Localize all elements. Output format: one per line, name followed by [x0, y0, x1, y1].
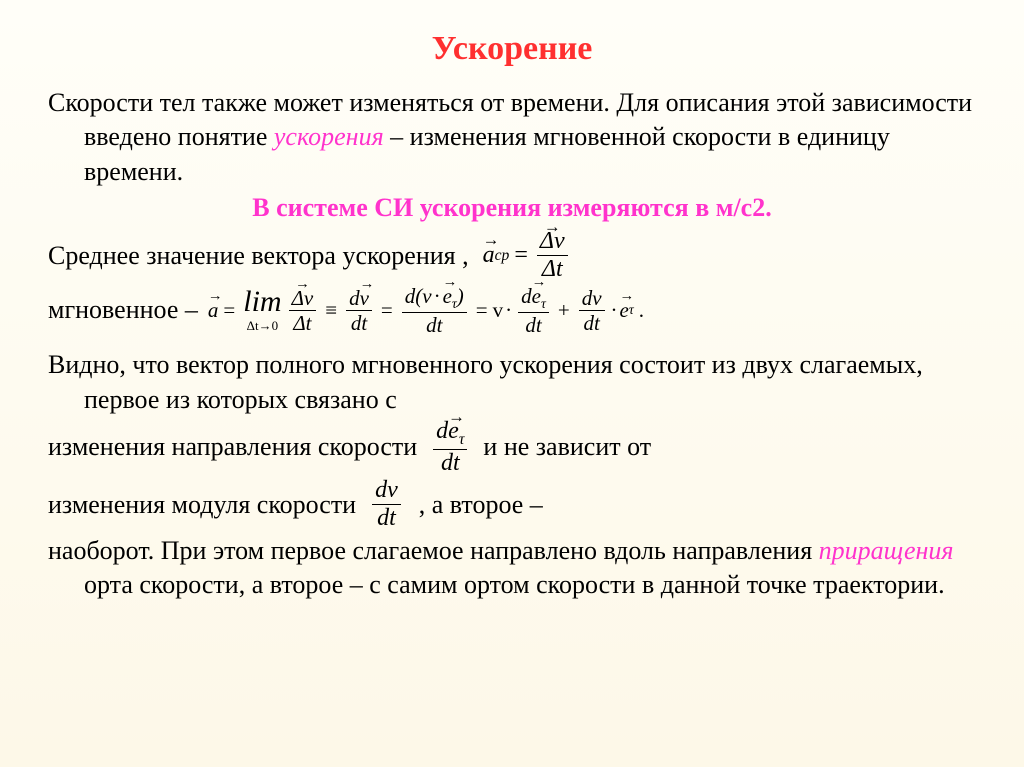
text: наоборот. При этом первое слагаемое напр…: [48, 536, 819, 565]
sym: lim: [243, 287, 281, 317]
direction-change-line: изменения направления скорости deτ dt и …: [48, 419, 976, 476]
instant-acceleration-formula: a = lim Δt→0 Δv Δt ≡ dv dt =: [208, 285, 649, 337]
paragraph-intro: Скорости тел также может изменяться от в…: [48, 86, 976, 189]
sym: a: [483, 240, 495, 272]
avg-acceleration-formula: aср = Δv Δt: [483, 229, 572, 282]
sym: dt: [348, 312, 370, 334]
text: изменения модуля скорости: [48, 488, 356, 522]
sym: Δt→0: [247, 317, 278, 334]
text: и не зависит от: [483, 430, 651, 464]
accent-term: приращения: [819, 536, 954, 565]
slide-body: Скорости тел также может изменяться от в…: [48, 86, 976, 602]
de-dt-formula: deτ dt: [429, 419, 471, 476]
accent-term: ускорения: [274, 122, 384, 151]
text: орта скорости, а второе – с самим ортом …: [84, 570, 945, 599]
text: Среднее значение вектора ускорения ,: [48, 239, 469, 273]
modulus-change-line: изменения модуля скорости dv dt , а втор…: [48, 478, 976, 531]
sym: +: [558, 297, 570, 325]
si-unit-line: В системе СИ ускорения измеряются в м/с2…: [48, 191, 976, 225]
sym: dt: [438, 451, 463, 476]
dv-dt-formula: dv dt: [368, 478, 405, 531]
paragraph-conclusion: наоборот. При этом первое слагаемое напр…: [48, 534, 976, 603]
paragraph-components: Видно, что вектор полного мгновенного ус…: [48, 348, 976, 417]
avg-acceleration-line: Среднее значение вектора ускорения , aср…: [48, 229, 976, 282]
sym: dt: [580, 312, 602, 334]
sym: dt: [374, 506, 399, 531]
sym: ≡: [325, 297, 337, 325]
text: , а второе –: [419, 488, 543, 522]
text: изменения направления скорости: [48, 430, 417, 464]
text: мгновенное –: [48, 293, 198, 327]
sym: dt: [522, 314, 544, 336]
instant-acceleration-line: мгновенное – a = lim Δt→0 Δv Δt ≡ dv: [48, 285, 976, 337]
slide-title: Ускорение: [48, 30, 976, 68]
sym: a: [208, 297, 219, 325]
sym: dt: [423, 314, 445, 336]
